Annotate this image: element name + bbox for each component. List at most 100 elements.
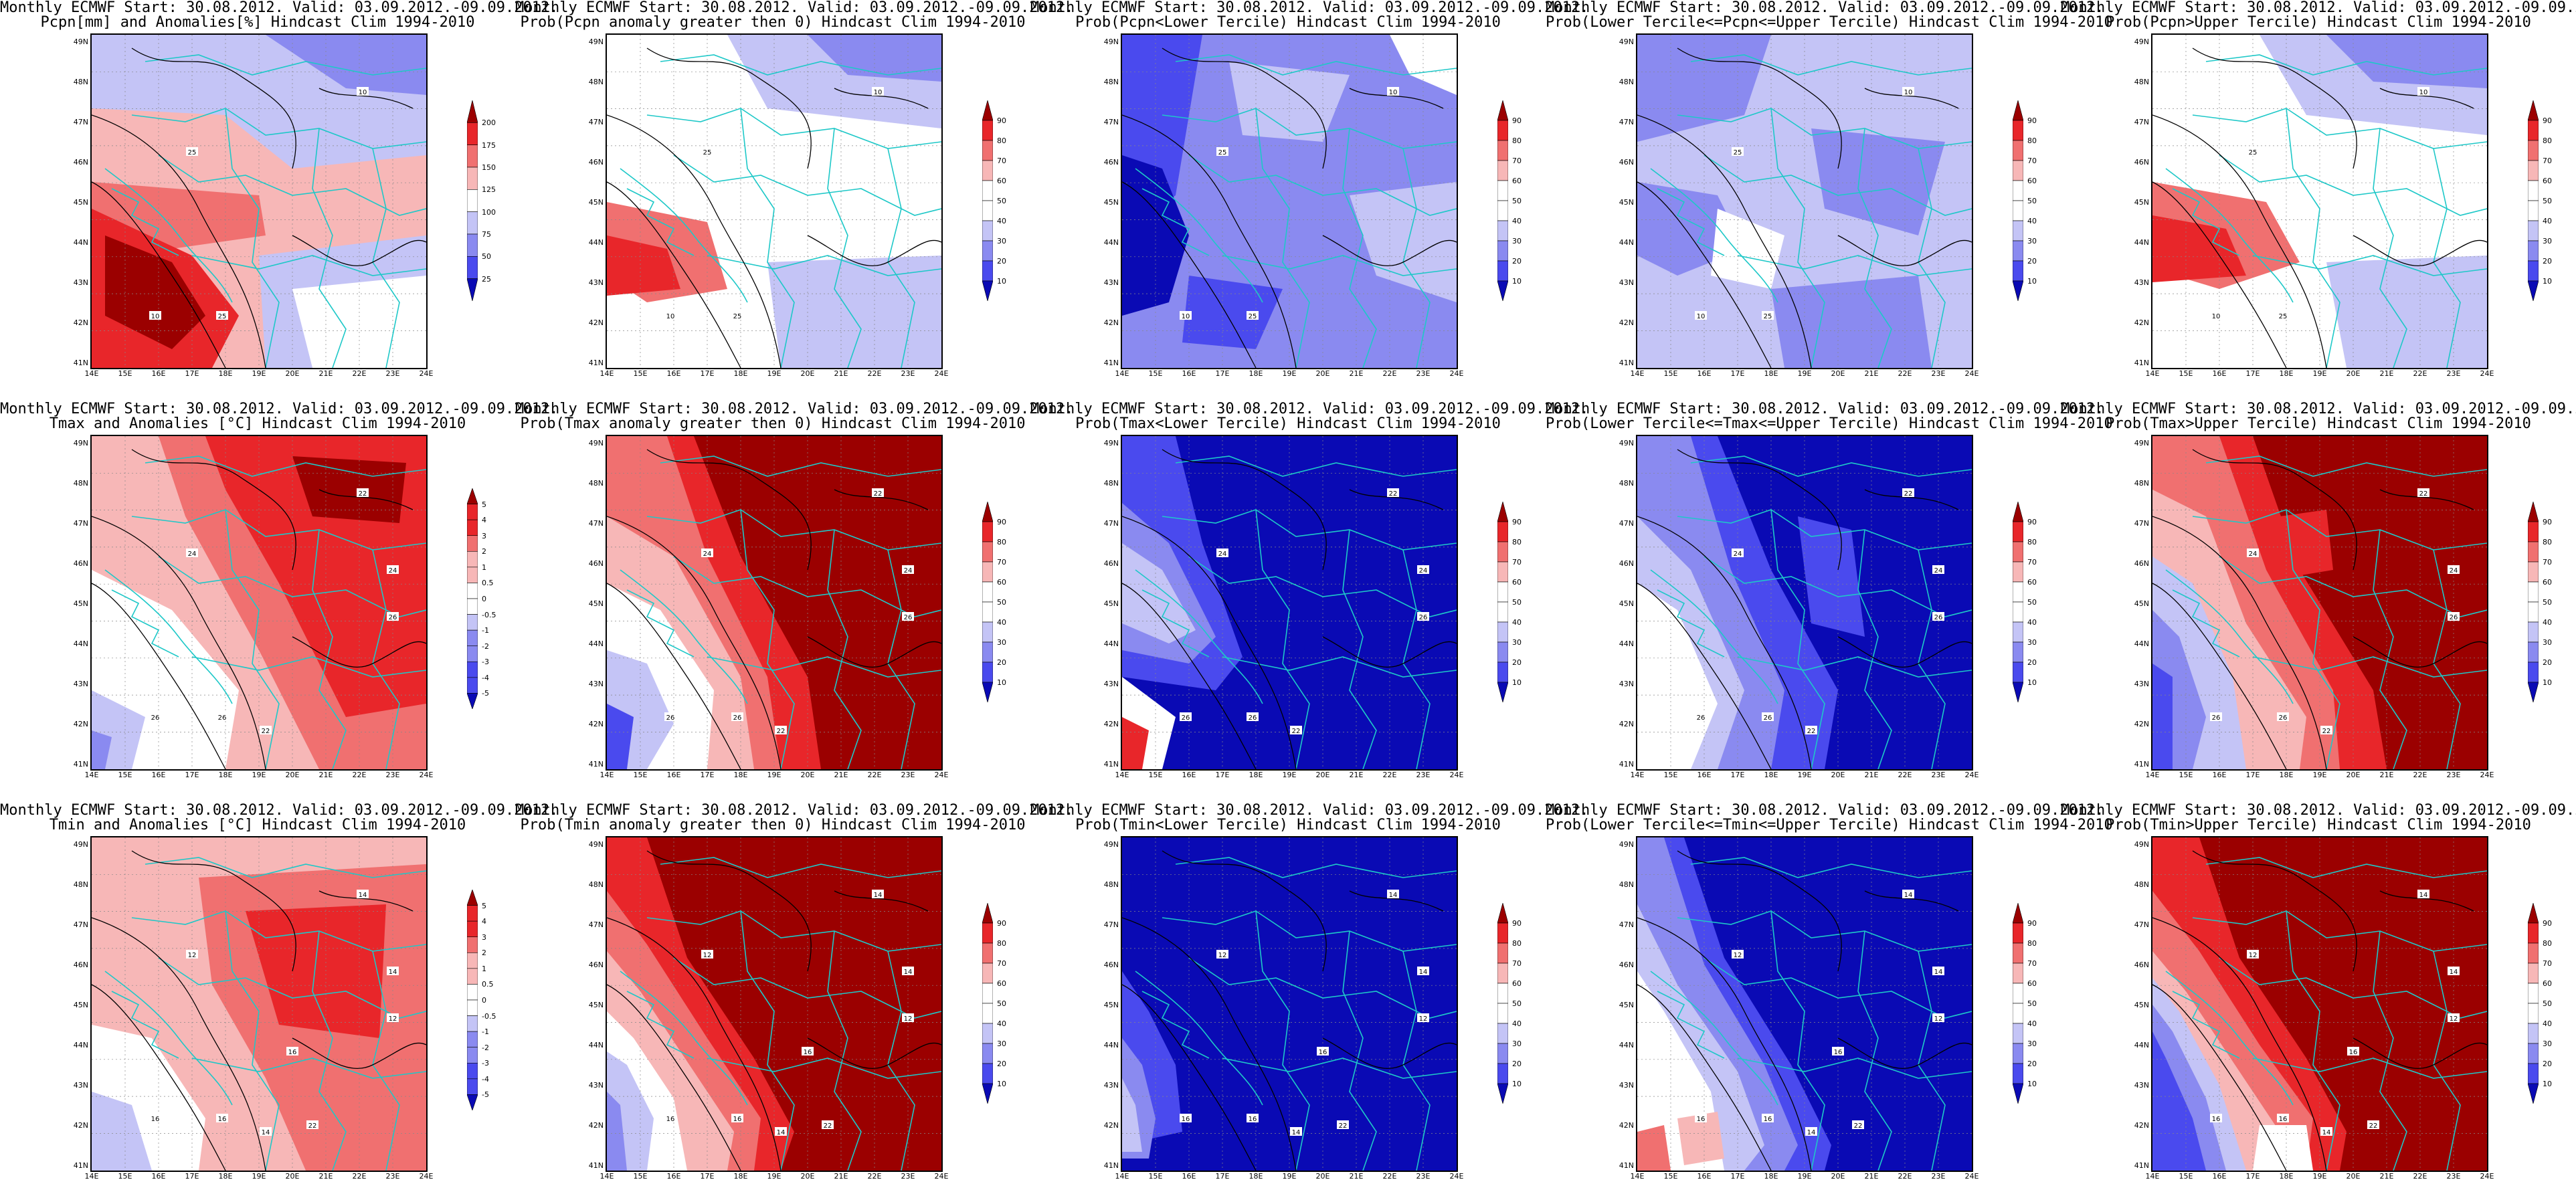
country-border [225, 509, 280, 769]
colorbar-label: 200 [482, 118, 496, 128]
x-tick-label: 24E [934, 1172, 949, 1181]
contour-label-text: 16 [151, 1116, 160, 1123]
y-tick-label: 44N [588, 238, 604, 247]
country-border [1657, 188, 1725, 256]
colorbar-label: 50 [2543, 598, 2552, 607]
contour-line [131, 850, 296, 972]
x-tick-label: 22E [867, 369, 882, 378]
country-border [827, 128, 862, 368]
x-tick-label: 15E [118, 1172, 132, 1181]
x-tick-label: 17E [185, 771, 199, 779]
map-plot: 10 25 25 10 [2152, 35, 2487, 368]
shaded-region [607, 235, 680, 296]
colorbar-label: 60 [1512, 578, 1522, 587]
country-border [827, 930, 862, 1171]
x-tick-label: 19E [767, 1172, 781, 1181]
x-tick-label: 18E [1249, 1172, 1263, 1181]
contour-label: 10 [357, 87, 369, 96]
y-tick-label: 48N [73, 880, 88, 889]
x-tick-label: 21E [834, 1172, 848, 1181]
y-tick-label: 43N [1103, 278, 1119, 287]
y-tick-label: 42N [588, 318, 604, 327]
contour-line [607, 516, 781, 769]
x-tick-label: 20E [1831, 369, 1845, 378]
map-plot: 14 12 16 16 14 14 12 16 22 [1637, 837, 1972, 1171]
contour-line [1122, 516, 1297, 769]
x-tick-label: 20E [800, 771, 815, 779]
country-border [312, 930, 347, 1171]
contour-line [1677, 850, 1842, 972]
contour-label-text: 22 [1389, 490, 1398, 498]
contour-line [1864, 890, 1959, 912]
shaded-region [1771, 276, 1932, 368]
contour-line [92, 516, 266, 769]
contour-label-text: 26 [1249, 714, 1257, 722]
forecast-panel: Monthly ECMWF Start: 30.08.2012. Valid: … [1546, 401, 2113, 803]
colorbar-segment [467, 256, 478, 279]
colorbar-segment [467, 1062, 478, 1080]
contour-label: 16 [1762, 1114, 1774, 1123]
x-tick-label: 22E [352, 1172, 367, 1181]
panel-title-line2: Prob(Tmax>Upper Tercile) Hindcast Clim 1… [2106, 415, 2531, 432]
x-tick-label: 19E [767, 771, 781, 779]
colorbar-label: 40 [2027, 1019, 2037, 1028]
contour-line [1349, 88, 1444, 109]
contour-label: 22 [775, 726, 787, 735]
country-border [1188, 957, 1457, 1019]
contour-line [1122, 583, 1257, 769]
colorbar-segment [467, 1031, 478, 1048]
y-tick-label: 42N [73, 318, 88, 327]
y-tick-label: 47N [588, 920, 604, 929]
country-border [2252, 656, 2487, 678]
colorbar-segment [467, 519, 478, 536]
y-tick-label: 41N [1103, 760, 1119, 769]
x-tick-label: 18E [1249, 369, 1263, 378]
contour-line [1162, 449, 1327, 571]
contour-label-text: 25 [188, 149, 197, 157]
colorbar-segment [1497, 641, 1508, 663]
x-tick-label: 21E [2379, 369, 2394, 378]
y-tick-label: 41N [73, 1161, 88, 1170]
contour-label: 14 [1290, 1127, 1302, 1136]
colorbar-segment [467, 1047, 478, 1064]
y-tick-label: 42N [1619, 1121, 1634, 1130]
country-border [1857, 128, 1892, 368]
country-border [1342, 128, 1377, 368]
country-border [1222, 656, 1457, 678]
contour-label: 14 [2320, 1127, 2332, 1136]
contour-label-text: 14 [777, 1129, 786, 1136]
y-tick-label: 44N [1619, 639, 1634, 648]
colorbar-segment [467, 629, 478, 647]
contour-label: 26 [1932, 612, 1944, 621]
contour-line [2379, 88, 2474, 109]
colorbar-label: -5 [482, 1090, 489, 1100]
colorbar-segment [467, 999, 478, 1016]
map-frame: 22 24 26 26 22 24 26 [606, 435, 943, 771]
x-tick-label: 24E [2480, 771, 2494, 779]
contour-line [292, 1037, 426, 1069]
contour-label-text: 14 [2419, 892, 2428, 899]
x-tick-label: 20E [800, 369, 815, 378]
contour-label-text: 16 [666, 1116, 675, 1123]
x-tick-label: 16E [666, 369, 681, 378]
x-tick-label: 18E [218, 1172, 233, 1181]
colorbar-label: 50 [1512, 598, 1522, 607]
x-tick-label: 20E [285, 369, 300, 378]
contour-label-text: 14 [1419, 969, 1428, 976]
country-border [1650, 971, 1778, 1106]
contour-label-text: 26 [1182, 714, 1190, 722]
y-tick-label: 48N [1103, 78, 1119, 86]
x-tick-label: 15E [118, 771, 132, 779]
colorbar-label: 150 [482, 163, 496, 172]
colorbar-segment [467, 677, 478, 694]
colorbar-segment [982, 561, 993, 583]
y-tick-label: 46N [1619, 559, 1634, 568]
y-tick-label: 41N [1103, 1161, 1119, 1170]
x-tick-label: 17E [1215, 1172, 1230, 1181]
contour-label: 14 [1805, 1127, 1817, 1136]
contour-label: 24 [186, 548, 198, 558]
colorbar-label: 50 [2543, 999, 2552, 1008]
colorbar-segment [1497, 100, 1508, 121]
x-tick-label: 20E [1315, 771, 1330, 779]
